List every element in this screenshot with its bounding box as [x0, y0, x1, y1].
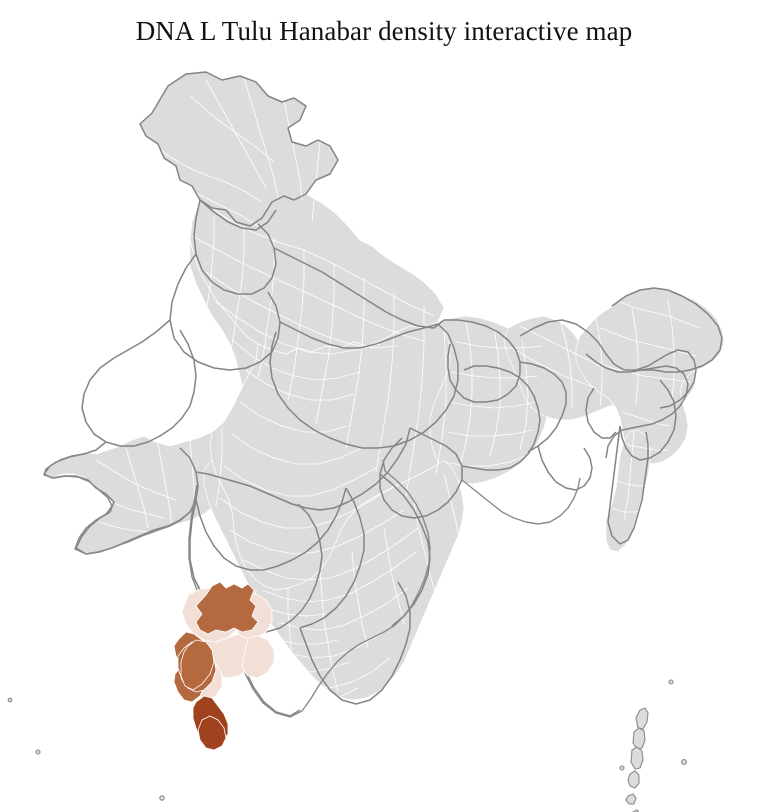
state-border-sikkim-neck [519, 319, 697, 409]
state-border-ap-coast [379, 473, 431, 627]
district-border-layer [75, 77, 701, 727]
coastline-layer [43, 393, 581, 718]
state-border-maharashtra [195, 427, 411, 511]
state-border-himachal [199, 199, 277, 231]
state-border-odisha [461, 365, 541, 471]
state-border-rajasthan [169, 253, 281, 371]
island-middle-andaman[interactable] [632, 727, 646, 750]
map-container[interactable] [0, 50, 768, 812]
land-mass-group [43, 71, 725, 701]
state-border-tripura-meghalaya [585, 387, 617, 439]
state-border-andhra-telangana [299, 487, 365, 629]
state-border-jk [139, 71, 339, 227]
island-lakshadweep-3[interactable] [7, 697, 13, 703]
district-kasaragod-south[interactable] [197, 715, 227, 751]
state-border-nagaland-manipur [619, 379, 677, 461]
island-dot-3[interactable] [619, 765, 625, 771]
state-border-jharkhand-bihar [444, 319, 521, 403]
highlight-cluster-group[interactable] [173, 581, 275, 751]
islands-group[interactable] [7, 679, 687, 812]
page-title: DNA L Tulu Hanabar density interactive m… [135, 16, 633, 46]
state-boundary-layer [43, 71, 723, 717]
state-border-gujarat [81, 319, 197, 447]
state-border-tamilnadu [299, 581, 411, 705]
coastline-odisha-wb [461, 477, 581, 525]
island-dot-2[interactable] [681, 759, 687, 765]
state-border-maha-south [195, 487, 347, 571]
state-border-punjab-haryana [193, 199, 277, 295]
state-border-up [273, 247, 445, 329]
state-border-mizoram [607, 425, 649, 545]
state-border-wb [519, 361, 567, 453]
coastline-west [43, 393, 198, 555]
island-lakshadweep-2[interactable] [159, 795, 165, 801]
island-north-andaman[interactable] [635, 707, 649, 730]
land-mizoram-tripura[interactable] [605, 429, 651, 553]
coastline-konkan [188, 484, 396, 718]
district-shivamogga[interactable] [195, 581, 259, 635]
land-northeast-states[interactable] [575, 287, 725, 465]
district-chitradurga[interactable] [241, 635, 275, 679]
india-choropleth-map[interactable] [0, 50, 768, 812]
state-border-chhattisgarh [379, 427, 463, 519]
state-border-arunachal [611, 287, 723, 373]
island-nicobar-car[interactable] [625, 793, 637, 805]
island-little-andaman[interactable] [627, 770, 640, 789]
island-south-andaman[interactable] [630, 746, 644, 770]
state-border-assam [585, 353, 689, 459]
coastline-east [382, 459, 431, 626]
state-border-mp [269, 321, 459, 449]
island-dot-1[interactable] [668, 679, 674, 685]
island-lakshadweep-1[interactable] [35, 749, 41, 755]
state-border-wb-south [537, 445, 593, 491]
district-coastal-strip[interactable] [180, 639, 215, 691]
